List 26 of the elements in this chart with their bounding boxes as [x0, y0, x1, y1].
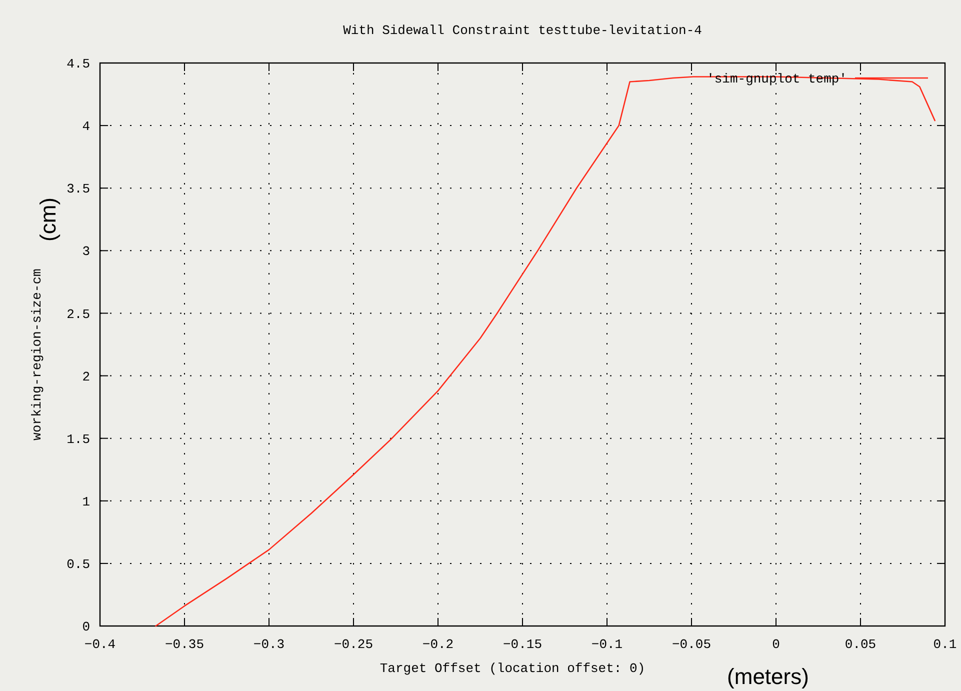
x-tick-label: −0.3: [253, 637, 285, 652]
y-tick-label: 3: [82, 244, 90, 260]
x-tick-label: −0.4: [84, 637, 116, 652]
text: (meters): [727, 664, 809, 689]
y-tick-label: 3.5: [66, 182, 90, 197]
x-tick-label: −0.15: [502, 637, 542, 652]
y-axis-title: working-region-size-cm: [30, 268, 45, 440]
x-tick-label: −0.2: [422, 637, 454, 652]
y-tick-label: 4.5: [66, 56, 90, 72]
x-tick-label: 0: [772, 637, 780, 652]
chart-title: With Sidewall Constraint testtube-levitation-4: [343, 23, 702, 38]
x-tick-label: −0.05: [672, 637, 712, 652]
y-tick-label: 2: [82, 369, 90, 384]
y-tick-label: 1: [82, 494, 90, 510]
y-tick-label: 1.5: [66, 432, 90, 447]
x-axis-title: Target Offset (location offset: 0): [380, 661, 646, 676]
text: (cm): [36, 198, 61, 242]
y-tick-label: 0: [82, 620, 90, 635]
x-tick-label: −0.1: [591, 637, 623, 652]
y-tick-label: 2.5: [66, 306, 90, 322]
x-tick-label: −0.25: [334, 637, 374, 652]
x-tick-label: 0.1: [933, 637, 957, 652]
y-tick-label: 0.5: [66, 556, 90, 572]
y-tick-label: 4: [82, 119, 90, 134]
x-tick-label: 0.05: [844, 637, 876, 652]
x-tick-label: −0.35: [164, 637, 204, 652]
